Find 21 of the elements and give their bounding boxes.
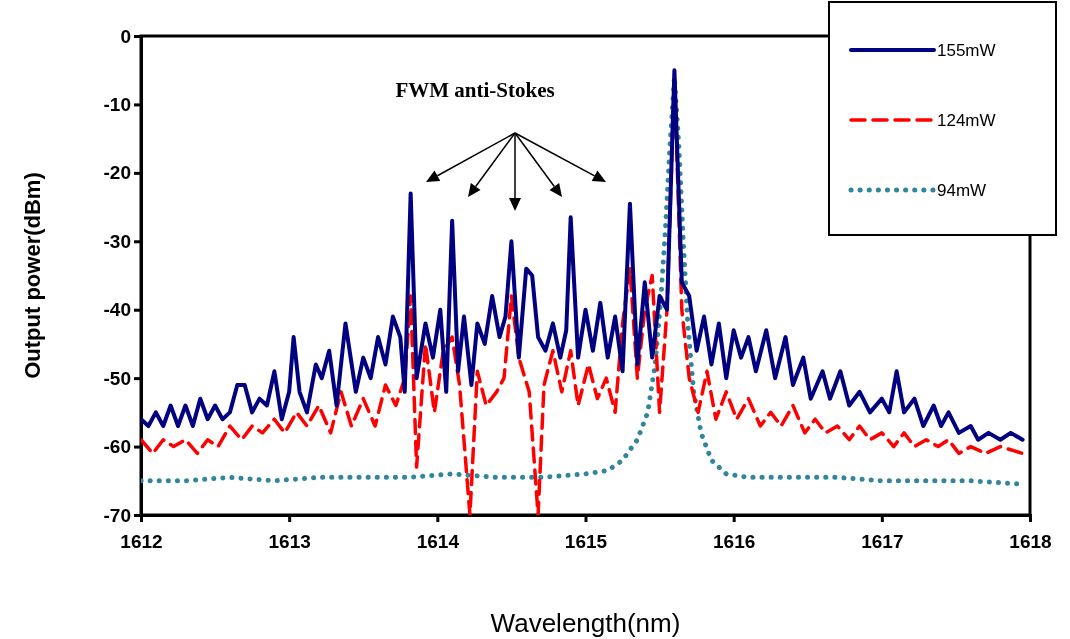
legend-label: 155mW — [937, 41, 996, 60]
y-tick-label: -30 — [103, 230, 131, 252]
x-tick-label: 1615 — [564, 530, 608, 552]
y-tick-label: -10 — [103, 94, 131, 116]
y-axis-title: Output power(dBm) — [20, 172, 45, 379]
x-tick-label: 1617 — [861, 530, 904, 552]
x-tick-label: 1612 — [120, 530, 163, 552]
y-tick-label: 0 — [120, 25, 131, 47]
x-tick-label: 1618 — [1009, 530, 1052, 552]
x-tick-label: 1613 — [268, 530, 311, 552]
y-tick-label: -50 — [103, 367, 131, 389]
y-tick-label: -20 — [103, 162, 131, 184]
legend-label: 124mW — [937, 111, 996, 130]
y-tick-label: -60 — [103, 436, 131, 458]
y-tick-label: -70 — [103, 504, 131, 526]
y-tick-label: -40 — [103, 299, 131, 321]
x-tick-label: 1616 — [713, 530, 756, 552]
x-axis-title: Wavelength(nm) — [490, 608, 681, 638]
annotation: FWM anti-Stokes — [395, 78, 555, 102]
x-tick-label: 1614 — [416, 530, 460, 552]
legend-label: 94mW — [937, 181, 987, 200]
